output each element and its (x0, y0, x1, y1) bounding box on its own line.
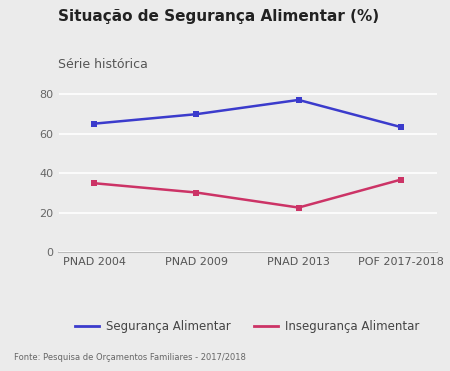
Legend: Segurança Alimentar, Insegurança Alimentar: Segurança Alimentar, Insegurança Aliment… (71, 315, 424, 338)
Text: Série histórica: Série histórica (58, 58, 148, 70)
Text: Fonte: Pesquisa de Orçamentos Familiares - 2017/2018: Fonte: Pesquisa de Orçamentos Familiares… (14, 353, 245, 362)
Text: Situação de Segurança Alimentar (%): Situação de Segurança Alimentar (%) (58, 9, 380, 24)
